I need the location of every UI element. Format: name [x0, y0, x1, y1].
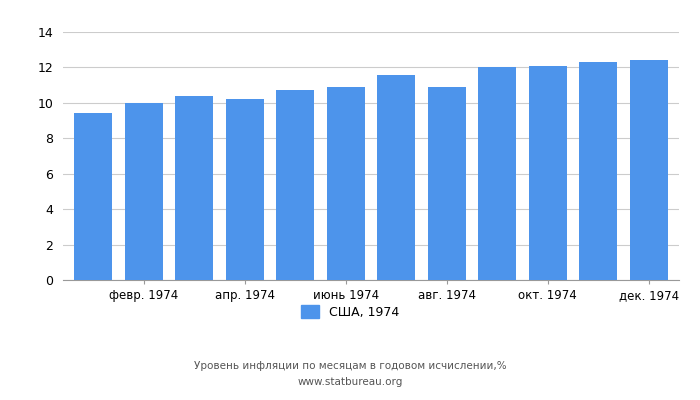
Text: Уровень инфляции по месяцам в годовом исчислении,%: Уровень инфляции по месяцам в годовом ис…: [194, 361, 506, 371]
Bar: [377, 74, 415, 280]
Bar: [528, 66, 567, 280]
Bar: [175, 96, 214, 280]
Bar: [580, 62, 617, 280]
Bar: [327, 87, 365, 280]
Bar: [74, 114, 112, 280]
Bar: [478, 68, 516, 280]
Bar: [630, 60, 668, 280]
Legend: США, 1974: США, 1974: [295, 300, 405, 324]
Bar: [428, 87, 466, 280]
Bar: [276, 90, 314, 280]
Bar: [226, 99, 264, 280]
Text: www.statbureau.org: www.statbureau.org: [298, 377, 402, 387]
Bar: [125, 103, 162, 280]
